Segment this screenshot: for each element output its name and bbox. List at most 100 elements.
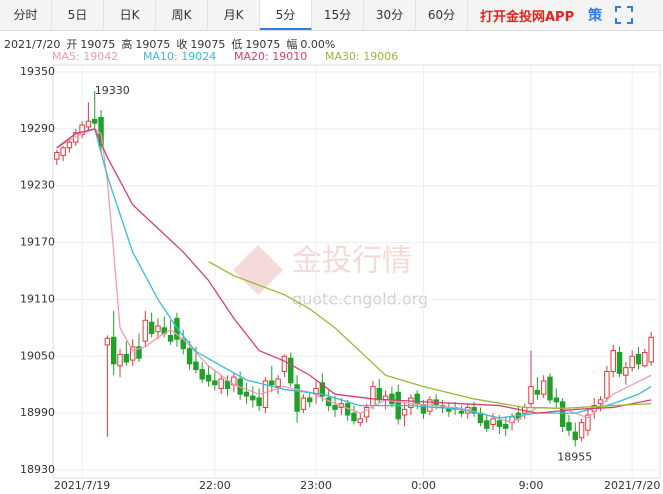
info-value: 19075 [245,38,281,51]
candle-body [269,380,275,386]
candle-body [193,361,199,371]
ma-line [208,260,652,410]
candle-body [123,353,130,363]
candle-body [66,141,73,149]
candle-body [262,380,269,408]
strategy-icon[interactable]: 策 [588,8,603,24]
y-tick-label: 19050 [20,349,55,362]
candle-body [117,353,123,367]
candle-body [60,147,66,156]
candle-body [616,351,623,374]
candle-body [351,412,357,422]
legend-item: MA10: 19024 [143,50,217,63]
info-label: 收 [176,38,188,51]
legend-item: MA20: 19010 [234,50,308,63]
candle-body [610,350,616,372]
candle-body [370,386,376,407]
info-item: 收 19075 [176,38,225,51]
candle-body [597,399,604,405]
candle-body [578,422,585,439]
extreme-label: 19330 [95,84,130,97]
candle-body [458,410,465,414]
candle-body [313,388,319,395]
tab[interactable]: 周K [156,0,208,30]
candle-body [604,370,610,399]
candle-body [306,397,313,403]
candle-body [566,422,572,431]
candle-body [484,420,490,429]
candle-body [212,380,218,386]
candle-body [332,405,338,410]
candle-body [363,406,370,418]
candle-body [218,378,224,390]
ma-line [56,128,652,414]
tab[interactable]: 15分 [312,0,364,30]
watermark-title: 金投行情 [292,244,412,279]
candle-body [572,431,578,441]
y-tick-label: 19230 [20,179,55,192]
candle-body [142,319,149,342]
info-value: 19075 [190,38,226,51]
candle-body [357,418,364,424]
legend-item: MA5: 19042 [52,50,119,63]
x-tick-label: 9:00 [519,479,544,492]
info-item: 低 19075 [231,38,280,51]
candle-body [648,336,654,363]
candle-body [199,369,205,380]
tab[interactable]: 日K [104,0,156,30]
candle-body [401,408,408,416]
info-item: 开 19075 [66,38,115,51]
candle-body [136,346,142,359]
candle-body [224,380,231,390]
candle-body [496,420,503,427]
fullscreen-icon[interactable] [614,5,634,25]
ohlc-info: 2021/7/20 开 19075 高 19075 收 19075 低 19075 幅 0.00% [4,36,341,52]
ma-line [56,128,652,424]
candle-body [376,388,382,401]
candle-body [471,406,477,414]
candle-body [629,355,635,369]
tab[interactable]: 5日 [52,0,104,30]
info-value: 19075 [135,38,171,51]
y-tick-label: 19170 [20,236,55,249]
candle-body [585,414,591,431]
candle-body [414,393,420,405]
candle-body [92,118,98,124]
candle-body [243,391,250,397]
info-value: 0.00% [300,38,336,51]
info-item: 高 19075 [121,38,170,51]
x-tick-label: 0:00 [411,479,436,492]
y-tick-label: 19290 [20,122,55,135]
tab[interactable]: 分时 [0,0,52,30]
candle-body [281,355,288,372]
app-link[interactable]: 打开金投网APP [480,9,575,25]
candle-body [503,424,509,429]
x-tick-label: 2021/7/20 [604,479,660,492]
info-label: 开 [66,38,78,51]
x-tick-label: 22:00 [199,479,231,492]
info-label: 幅 [286,38,298,51]
candle-body [635,353,642,365]
candle-body [623,367,629,376]
tab[interactable]: 60分 [416,0,468,30]
tab[interactable]: 5分 [260,0,312,30]
info-date: 2021/7/20 [4,38,61,51]
y-tick-label: 19350 [20,65,55,78]
candle-body [490,418,496,426]
x-tick-label: 23:00 [300,479,332,492]
candle-body [54,152,60,160]
candle-body [256,397,262,407]
candle-body [559,401,566,427]
candle-body [110,336,117,365]
candle-body [275,378,281,388]
tab[interactable]: 月K [208,0,260,30]
info-value: 19075 [80,38,116,51]
y-tick-label: 19110 [20,292,55,305]
candle-body [547,376,553,401]
tab[interactable]: 30分 [364,0,416,30]
candle-body [540,380,547,395]
candle-body [294,384,300,412]
ma-line [56,128,652,419]
candle-body [553,397,560,403]
